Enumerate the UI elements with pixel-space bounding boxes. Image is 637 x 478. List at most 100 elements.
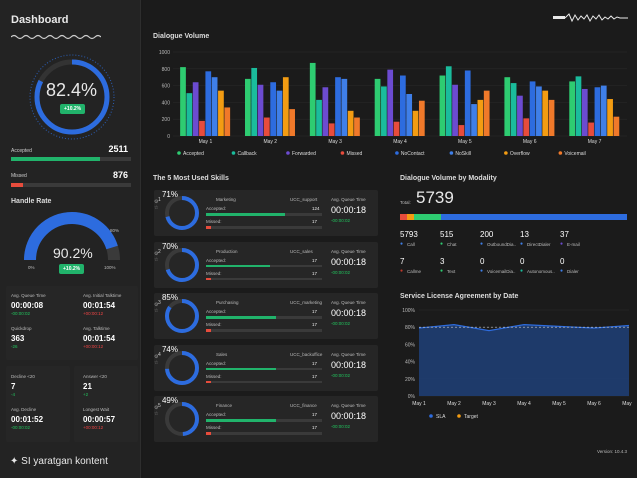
watermark: ✦ SI yaratgan kontent bbox=[10, 456, 108, 467]
legend-swatch bbox=[457, 414, 461, 418]
legend-swatch bbox=[449, 151, 454, 155]
stat-label: Avg. Talktime bbox=[83, 326, 110, 331]
bar-nocontact bbox=[205, 71, 212, 136]
dialogue-volume-title: Dialogue Volume bbox=[153, 33, 210, 40]
skill-queue: UCC_sales bbox=[290, 248, 313, 254]
bar-callback bbox=[381, 86, 387, 136]
y-tick-label: 80% bbox=[405, 325, 416, 331]
bar-forwarded bbox=[257, 84, 264, 136]
legend-label: NoContact bbox=[401, 151, 425, 157]
skill-card[interactable]: 4 74% ⚙ Sales ☆ UCC_backoffice Accepted: 17 Miss… bbox=[154, 344, 378, 391]
skill-queue: UCC_finance bbox=[290, 403, 317, 408]
x-tick-label: May 7 bbox=[588, 139, 602, 145]
y-tick-label: 20% bbox=[405, 377, 416, 383]
skill-card[interactable]: 5 49% ⚙ Finance ☆ UCC_finance Accepted: 17 Misse… bbox=[154, 396, 378, 442]
accepted-label: Accepted: bbox=[206, 257, 227, 263]
modality-label: E-mail bbox=[567, 242, 580, 247]
y-tick-label: 200 bbox=[162, 117, 171, 123]
skill-rank: 3 bbox=[158, 300, 161, 306]
stat-delta: -00:00:02 bbox=[11, 311, 31, 316]
missed-bar bbox=[206, 226, 322, 229]
skill-rank: 5 bbox=[158, 403, 161, 409]
accepted-bar bbox=[206, 419, 322, 422]
missed-label: Missed: bbox=[206, 270, 222, 276]
handle-rate-max: 100% bbox=[104, 265, 116, 270]
stat-delta: -4 bbox=[11, 392, 16, 397]
accepted-label: Accepted: bbox=[206, 206, 227, 211]
skill-card[interactable]: 1 71% ⚙ Marketing ☆ UCC_support Accepted: 124 Mi… bbox=[154, 190, 378, 236]
y-tick-label: 400 bbox=[162, 100, 171, 106]
skill-card[interactable]: 2 70% ⚙ Production ☆ UCC_sales Accepted: 17 Miss… bbox=[154, 241, 378, 288]
stat-value: 00:00:57 bbox=[83, 415, 116, 424]
star-icon: ☆ bbox=[154, 308, 159, 314]
star-icon: ☆ bbox=[154, 411, 159, 417]
modality-label: DirectDialer bbox=[527, 242, 551, 247]
bar-missed bbox=[588, 122, 594, 136]
y-tick-label: 40% bbox=[405, 360, 416, 366]
skill-card[interactable]: 3 85% ⚙ Purchasing ☆ UCC_marketing Accepted: 17… bbox=[154, 293, 378, 339]
skills-title: The 5 Most Used Skills bbox=[153, 175, 229, 182]
modality-label: Text bbox=[447, 269, 456, 274]
brand-logo bbox=[553, 13, 628, 23]
x-tick-label: May 5 bbox=[458, 139, 472, 145]
modality-value: 13 bbox=[520, 230, 529, 239]
skill-rank: 2 bbox=[158, 248, 161, 255]
bar-missed bbox=[199, 120, 205, 136]
x-tick-label: May 3 bbox=[328, 139, 342, 145]
bar-missed bbox=[393, 121, 400, 136]
skill-progress-ring bbox=[165, 299, 199, 333]
skill-rank: 4 bbox=[158, 351, 161, 358]
bar-callback bbox=[316, 99, 322, 136]
skill-name: Finance bbox=[216, 403, 233, 408]
bar-noskill bbox=[276, 90, 283, 136]
missed-label: Missed bbox=[11, 173, 27, 179]
handle-rate-min: 0% bbox=[28, 265, 35, 270]
handle-rate-title: Handle Rate bbox=[11, 198, 52, 205]
avg-queue-time-value: 00:00:18 bbox=[331, 308, 367, 318]
stat-delta: +2 bbox=[83, 392, 89, 397]
bar-noskill bbox=[211, 77, 218, 136]
legend-label: Forwarded bbox=[292, 151, 316, 157]
stat-label: Quickdrop bbox=[11, 326, 32, 331]
stats-card-right bbox=[74, 366, 138, 442]
skill-progress-ring bbox=[165, 350, 199, 385]
missed-count: 17 bbox=[312, 219, 318, 224]
missed-count: 17 bbox=[312, 425, 318, 430]
avg-queue-time-label: Avg. Queue Time bbox=[331, 248, 366, 254]
missed-value: 876 bbox=[112, 170, 128, 180]
bar-missed bbox=[458, 125, 465, 136]
modality-total-label: Total: bbox=[400, 200, 411, 205]
accepted-count: 17 bbox=[312, 257, 318, 263]
bar-overflow bbox=[218, 90, 224, 136]
bar-voicemail bbox=[548, 99, 555, 136]
bar-callback bbox=[186, 93, 193, 136]
legend-swatch bbox=[231, 151, 236, 155]
main-panel: Dialogue Volume 1000 800 600 400 200 0 May 1 Ma… bbox=[143, 0, 637, 478]
y-tick-label: 100% bbox=[402, 308, 415, 314]
stat-value: 363 bbox=[11, 334, 25, 343]
stat-label: Longest Wait bbox=[83, 407, 110, 412]
star-icon: ☆ bbox=[154, 256, 159, 263]
legend-label: NoSkill bbox=[455, 151, 471, 157]
bar-voicemail bbox=[289, 109, 295, 136]
modality-value: 0 bbox=[560, 257, 565, 266]
stat-delta: +00:00:12 bbox=[83, 344, 104, 349]
bar-noskill bbox=[341, 78, 348, 136]
x-tick-label: May 6 bbox=[587, 401, 601, 407]
y-tick-label: 60% bbox=[405, 342, 416, 348]
skill-rank: 1 bbox=[158, 197, 161, 203]
stat-label: Avg. Initial Talktime bbox=[83, 293, 122, 298]
skill-ring-arc bbox=[165, 299, 199, 333]
accepted-count: 124 bbox=[312, 206, 320, 211]
settings-icon: ⚙ bbox=[154, 302, 159, 308]
x-tick-label: May 2 bbox=[263, 139, 277, 145]
modality-label: Call bbox=[407, 242, 415, 247]
x-tick-label: May 5 bbox=[552, 401, 566, 407]
modality-value: 0 bbox=[480, 257, 485, 266]
stat-delta: -26 bbox=[11, 344, 18, 349]
modality-icon: ● bbox=[400, 268, 404, 274]
bar-overflow bbox=[542, 90, 549, 136]
bar-missed bbox=[328, 123, 335, 136]
missed-bar bbox=[206, 432, 322, 435]
accepted-label: Accepted: bbox=[206, 360, 227, 366]
